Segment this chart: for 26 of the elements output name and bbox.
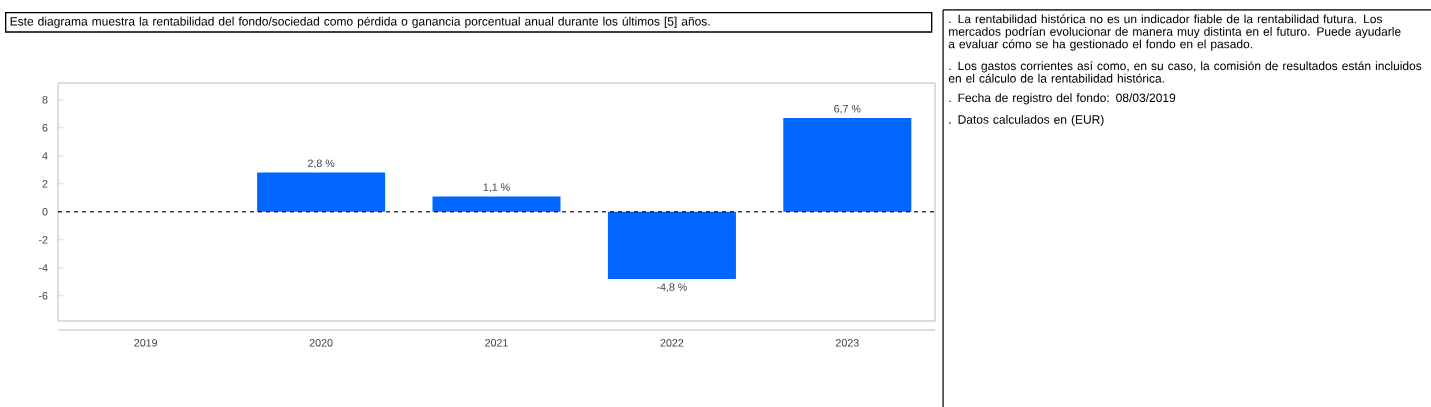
x-tick-label: 2023 [835, 339, 859, 347]
bar [257, 172, 386, 212]
y-tick-label: -2 [38, 236, 48, 244]
data-label: 6,7 % [834, 104, 861, 114]
y-tick-label: -6 [38, 292, 48, 300]
bar [607, 211, 736, 280]
x-tick-label: 2019 [134, 339, 158, 347]
bar [783, 118, 912, 212]
bar [432, 196, 561, 212]
data-label: 2,8 % [308, 159, 335, 169]
y-tick-label: 6 [42, 124, 48, 132]
y-tick-label: -4 [38, 264, 48, 272]
data-label: 1,1 % [483, 183, 510, 193]
text: . Datos calculados en (EUR) [949, 114, 1104, 127]
chart-title: Este diagrama muestra la rentabilidad del fondo/sociedad como pérdida o ganancia porcentual anual durante los últimos [5] años. [10, 16, 710, 28]
text: . Los gastos corrientes así como, en su caso, la comisión de resultados están incluidos en el cálculo de la rentabilidad histórica. [948, 61, 1422, 83]
y-tick-label: 2 [42, 180, 48, 188]
text: . La rentabilidad histórica no es un indicador fiable de la rentabilidad futura. Los mercados podrían evolucionar de manera muy distinta en el futuro. Puede ayudarle a evaluar cómo se ha gestionado el fondo en el pasado. [948, 14, 1401, 51]
text: . Fecha de registro del fondo: 08/03/2019 [949, 93, 1176, 105]
x-tick-label: 2022 [660, 339, 684, 347]
x-tick-label: 2021 [485, 339, 508, 347]
y-tick-label: 8 [42, 96, 48, 104]
y-tick-label: 0 [42, 208, 48, 216]
data-label: -4,8 % [656, 283, 687, 293]
x-tick-label: 2020 [309, 339, 333, 347]
y-tick-label: 4 [42, 152, 48, 160]
